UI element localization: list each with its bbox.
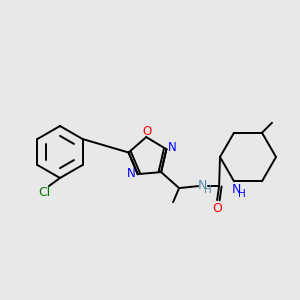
Text: O: O [142,124,152,138]
Text: Cl: Cl [38,185,50,199]
Text: O: O [212,202,222,214]
Text: N: N [168,141,177,154]
Text: N: N [197,178,207,192]
Text: H: H [204,184,212,195]
Text: H: H [238,189,246,199]
Text: N: N [231,183,241,196]
Text: N: N [127,167,136,180]
